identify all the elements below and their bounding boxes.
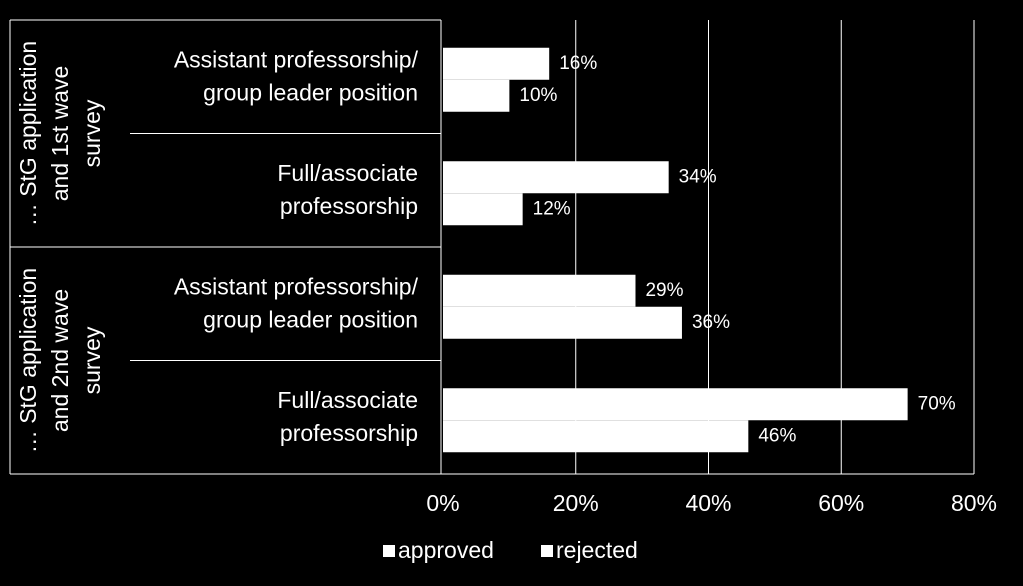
x-tick-label: 40% [685, 490, 731, 516]
bar [443, 388, 908, 421]
group-label-line: survey [79, 326, 105, 394]
value-label: 12% [533, 198, 571, 219]
y-tick-label: Assistant professorship/ [174, 273, 419, 299]
bar [443, 306, 682, 339]
y-tick-label: Full/associate [277, 387, 418, 413]
group-label-line: … StG application [15, 41, 41, 226]
bar [443, 193, 523, 226]
value-label: 10% [519, 85, 557, 106]
y-tick-label: Assistant professorship/ [174, 46, 419, 72]
x-tick-label: 80% [951, 490, 997, 516]
bar [443, 47, 550, 80]
bar [443, 161, 669, 194]
x-tick-label: 60% [818, 490, 864, 516]
bar [443, 274, 636, 307]
y-tick-label: group leader position [203, 79, 418, 105]
legend-label: approved [398, 537, 494, 563]
group-label: … StG application and 1st wave survey [15, 41, 105, 226]
legend-label: rejected [556, 537, 638, 563]
bar [443, 420, 749, 453]
y-tick-label: professorship [280, 420, 418, 446]
x-tick-label: 20% [553, 490, 599, 516]
y-tick-label: group leader position [203, 306, 418, 332]
group-label: … StG application and 2nd wave survey [15, 268, 105, 453]
group-label-line: survey [79, 99, 105, 167]
y-tick-label: professorship [280, 193, 418, 219]
bar [443, 79, 510, 112]
y-tick-label: Full/associate [277, 160, 418, 186]
value-label: 46% [758, 425, 796, 446]
value-label: 70% [918, 393, 956, 414]
legend-swatch [383, 545, 395, 557]
group-label-line: and 2nd wave [47, 289, 73, 432]
group-label-line: … StG application [15, 268, 41, 453]
x-tick-label: 0% [426, 490, 459, 516]
legend-swatch [541, 545, 553, 557]
value-label: 34% [679, 166, 717, 187]
group-label-line: and 1st wave [47, 66, 73, 202]
value-label: 36% [692, 312, 730, 333]
value-label: 29% [645, 280, 683, 301]
value-label: 16% [559, 53, 597, 74]
